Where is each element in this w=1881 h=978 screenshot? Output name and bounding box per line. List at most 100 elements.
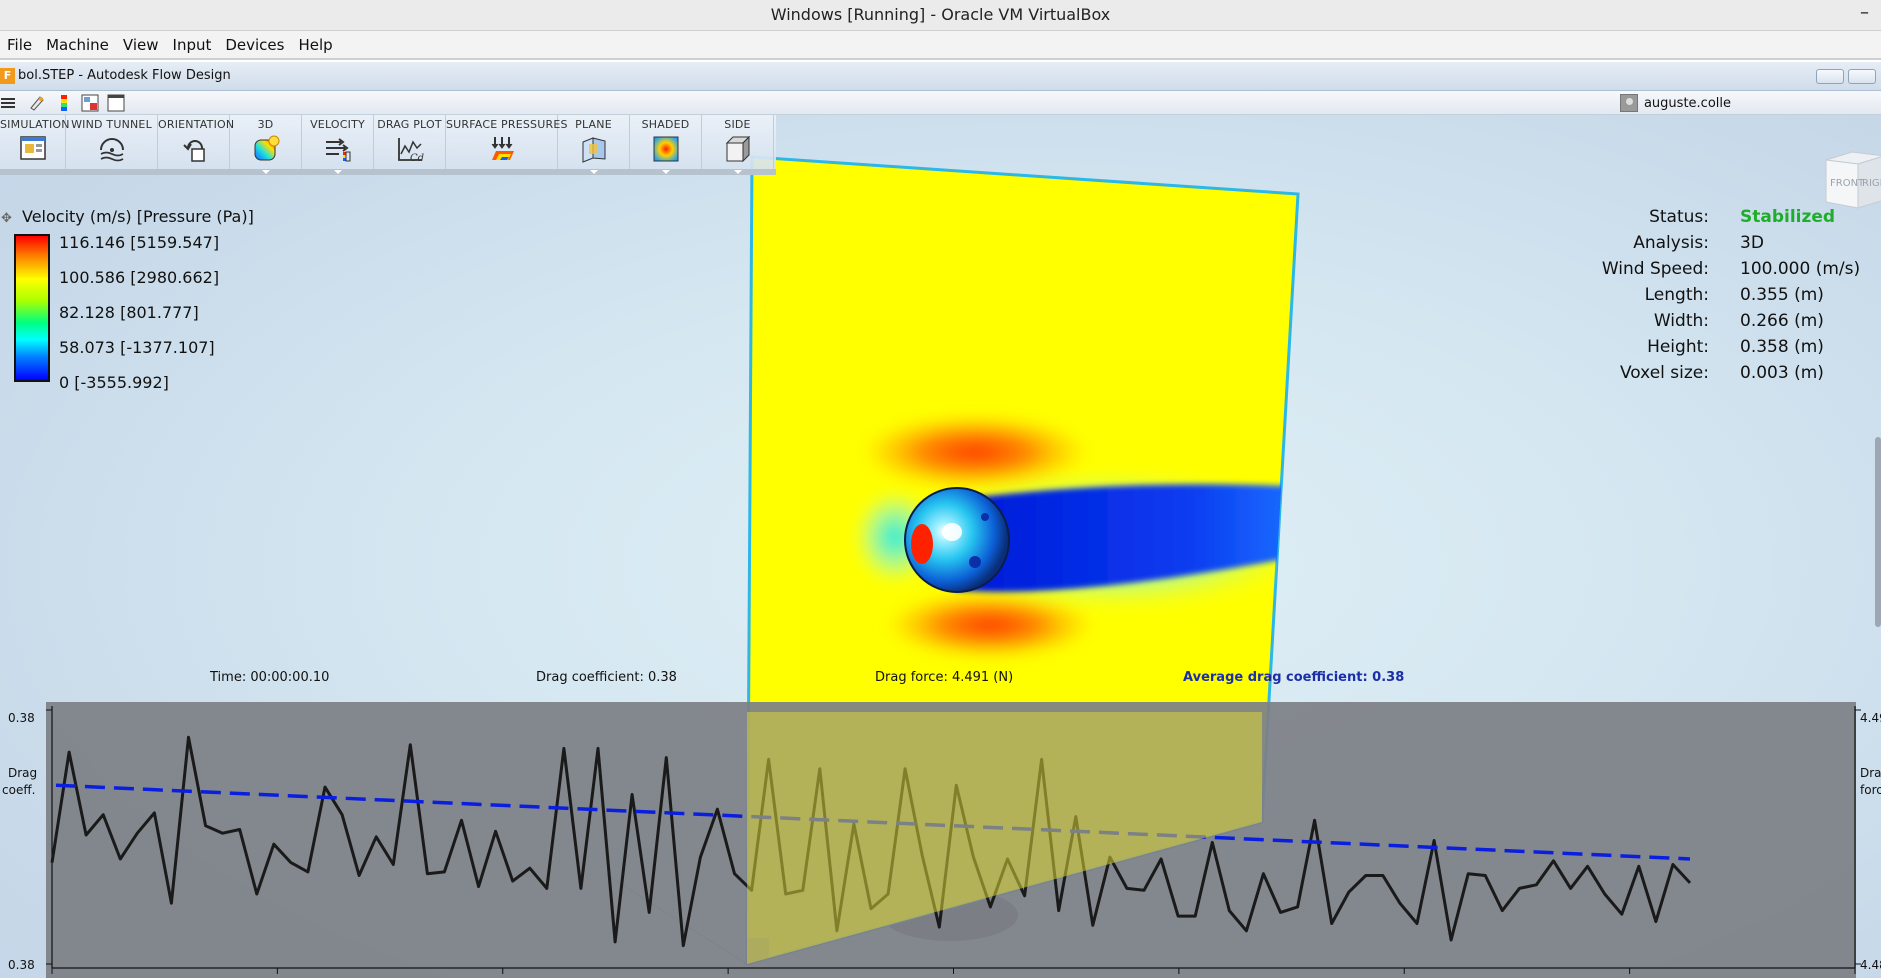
orientation-icon [182, 140, 205, 162]
ribbon-side-button[interactable]: SIDE [702, 115, 774, 174]
app-title-bar: F bol.STEP - Autodesk Flow Design [0, 62, 1881, 91]
window-layout-icon[interactable] [107, 94, 125, 112]
dropdown-arrow-icon[interactable] [333, 170, 342, 174]
quick-access-toolbar: auguste.colle [0, 91, 1881, 115]
avatar [1619, 94, 1638, 112]
ribbon-label: DRAG PLOT [377, 118, 442, 131]
view-cube[interactable]: FRONT RIGH [1824, 142, 1881, 212]
menu-machine[interactable]: Machine [46, 35, 109, 54]
user-name: auguste.colle [1643, 95, 1731, 111]
surface-pressures-icon [491, 137, 514, 160]
legend-value: 100.586 [2980.662] [59, 268, 220, 287]
ribbon-label: ORIENTATION [158, 118, 235, 131]
ribbon-surface-pressures-button[interactable]: SURFACE PRESSURES [446, 115, 567, 169]
analysis-value: 3D [1740, 233, 1764, 253]
analysis-key: Analysis: [1633, 233, 1709, 253]
width-key: Width: [1653, 311, 1709, 331]
3d-icon [254, 135, 279, 161]
drag-plot-icon: Cd [397, 138, 424, 164]
ribbon-plane-button[interactable]: PLANE [558, 115, 630, 174]
side-view-icon [725, 135, 750, 163]
drag-plot: Drag coeff. 0.38 0.38 Drag forc 4.49 4.4… [0, 702, 1881, 978]
app-restore-button[interactable] [1848, 69, 1876, 84]
y-axis-left-label: coeff. [2, 783, 36, 797]
length-key: Length: [1644, 285, 1709, 305]
ribbon-toolbar: SIMULATION WIND TUNNEL ORIENTATION 3D VE… [0, 115, 776, 175]
y-axis-left-top-tick: 0.38 [8, 711, 35, 725]
status-panel: Status: Stabilized Analysis: 3D Wind Speed… [1595, 207, 1881, 389]
open-model-icon[interactable] [28, 94, 46, 112]
ribbon-label: WIND TUNNEL [71, 118, 152, 131]
height-key: Height: [1647, 337, 1709, 357]
user-account[interactable]: auguste.colle [1619, 94, 1731, 112]
legend-title: Velocity (m/s) [Pressure (Pa)] [22, 207, 254, 226]
color-scale-icon[interactable] [55, 94, 73, 112]
app-logo-icon: F [0, 68, 15, 84]
plane-icon [582, 137, 605, 163]
y-axis-left-label: Drag [8, 766, 38, 780]
dropdown-arrow-icon[interactable] [733, 170, 742, 174]
menu-view[interactable]: View [122, 35, 159, 54]
simulation-icon [19, 136, 46, 160]
status-badge: Stabilized [1740, 207, 1836, 227]
y-axis-right-top-tick: 4.49 [1860, 711, 1881, 725]
view-cube-front: FRONT [1830, 178, 1865, 189]
dropdown-arrow-icon[interactable] [661, 170, 670, 174]
menu-input[interactable]: Input [172, 35, 212, 54]
plane-overlay [747, 712, 1262, 964]
drag-plot-canvas [46, 702, 1861, 978]
height-value: 0.358 (m) [1740, 337, 1824, 357]
ribbon-wind-tunnel-button[interactable]: WIND TUNNEL [66, 115, 158, 169]
move-icon[interactable]: ✥ [1, 211, 12, 226]
legend-value: 82.128 [801.777] [59, 303, 199, 322]
vbox-window-title: Windows [Running] - Oracle VM VirtualBox [770, 5, 1111, 24]
y-axis-right-label: forc [1860, 783, 1881, 797]
ribbon-label: 3D [257, 118, 274, 131]
time-readout: Time: 00:00:00.10 [210, 670, 330, 685]
dropdown-arrow-icon[interactable] [261, 170, 270, 174]
y-axis-left-bottom-tick: 0.38 [8, 958, 35, 972]
y-axis-right-label: Drag [1860, 766, 1881, 780]
wind-tunnel-icon [99, 138, 124, 162]
ribbon-label: SHADED [641, 118, 690, 131]
ribbon-shaded-button[interactable]: SHADED [630, 115, 702, 174]
ribbon-drag-plot-button[interactable]: DRAG PLOT Cd [374, 115, 446, 169]
vbox-menu-bar: File Machine View Input Devices Help [0, 31, 1881, 60]
menu-devices[interactable]: Devices [225, 35, 285, 54]
app-minimize-button[interactable] [1816, 69, 1844, 84]
minimize-icon[interactable]: – [1860, 2, 1869, 23]
ribbon-orientation-button[interactable]: ORIENTATION [158, 115, 235, 169]
shaded-icon [653, 136, 678, 162]
menu-help[interactable]: Help [298, 35, 333, 54]
color-scale-bar [14, 234, 50, 382]
app-title: bol.STEP - Autodesk Flow Design [18, 68, 231, 83]
ribbon-label: SIMULATION [0, 118, 70, 131]
status-key: Status: [1649, 207, 1709, 227]
average-drag-coefficient-readout: Average drag coefficient: 0.38 [1183, 670, 1405, 685]
scrollbar[interactable] [1875, 437, 1881, 627]
wind-speed-key: Wind Speed: [1601, 259, 1709, 279]
width-value: 0.266 (m) [1740, 311, 1824, 331]
vbox-title-bar: Windows [Running] - Oracle VM VirtualBox… [0, 0, 1881, 31]
length-value: 0.355 (m) [1740, 285, 1824, 305]
ribbon-velocity-button[interactable]: VELOCITY [302, 115, 374, 174]
ribbon-label: SIDE [724, 118, 751, 131]
guest-screen: F bol.STEP - Autodesk Flow Design august… [0, 62, 1881, 978]
legend-value: 58.073 [-1377.107] [59, 338, 215, 357]
drag-force-readout: Drag force: 4.491 (N) [875, 670, 1014, 685]
menu-file[interactable]: File [7, 35, 33, 54]
legend-value: 0 [-3555.992] [59, 373, 169, 392]
voxel-size-value: 0.003 (m) [1740, 363, 1824, 383]
drag-coefficient-readout: Drag coefficient: 0.38 [536, 670, 677, 685]
legend-value: 116.146 [5159.547] [59, 233, 220, 252]
dropdown-arrow-icon[interactable] [589, 170, 598, 174]
ribbon-simulation-button[interactable]: SIMULATION [0, 115, 70, 169]
wind-speed-value: 100.000 (m/s) [1740, 259, 1861, 279]
voxel-size-key: Voxel size: [1619, 363, 1709, 383]
velocity-icon [325, 138, 350, 162]
app-menu-icon[interactable] [0, 94, 18, 112]
ribbon-3d-button[interactable]: 3D [230, 115, 302, 174]
view-cube-right: RIGH [1862, 178, 1881, 189]
ribbon-label: PLANE [575, 118, 612, 131]
snapshot-icon[interactable] [81, 94, 99, 112]
